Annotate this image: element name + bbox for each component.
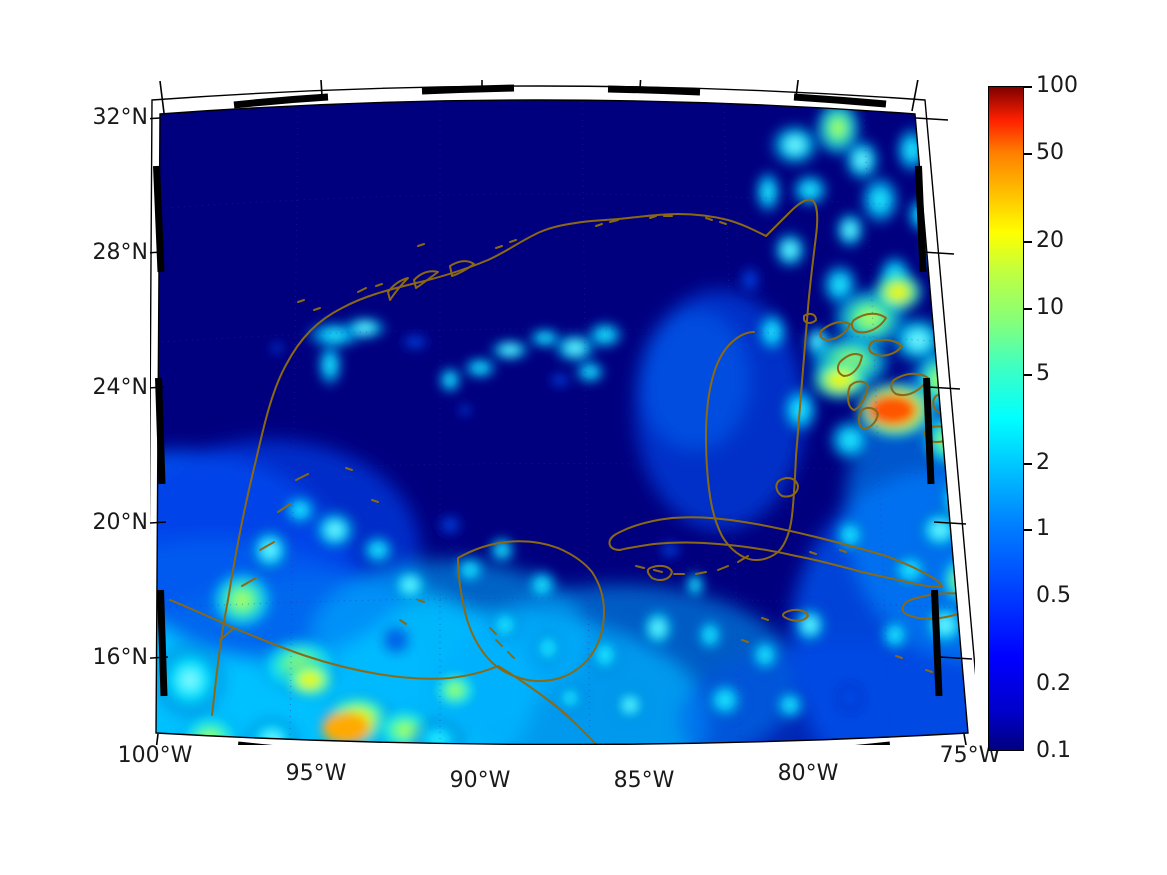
colorbar-tick-5 — [1024, 374, 1032, 377]
coastline-lake-okeechobee — [775, 477, 799, 498]
lat-label-28n: 28°N — [92, 240, 148, 265]
lon-label-85w: 85°W — [613, 768, 675, 793]
coastline-us-gulf — [211, 213, 767, 716]
lat-label-20n: 20°N — [92, 510, 148, 535]
coastline-cuba — [608, 516, 943, 588]
coastline-layer — [169, 198, 968, 745]
raster-layer — [156, 100, 968, 745]
map-canvas — [150, 80, 975, 745]
colorbar-label-20: 20 — [1036, 227, 1064, 253]
coastline-texas-detail — [219, 473, 309, 641]
colorbar-tick-20 — [1024, 240, 1032, 243]
colorbar-label-1: 1 — [1036, 516, 1050, 542]
map-plot-area[interactable] — [150, 80, 975, 745]
frame-tick-bars — [153, 84, 943, 745]
lat-label-16n: 16°N — [92, 645, 148, 670]
colorbar-label-01: 0.1 — [1036, 738, 1071, 763]
coastline-belize-islands — [489, 627, 515, 659]
lat-label-32n: 32°N — [92, 105, 148, 130]
colorbar-tick-1 — [1024, 529, 1032, 532]
coastline-florida-keys — [635, 555, 749, 575]
coastline-jamaica — [782, 608, 809, 622]
raster-cells-central-gulf — [268, 314, 627, 418]
colorbar-label-100: 100 — [1036, 73, 1078, 98]
coastline-isla-juventud — [646, 564, 673, 581]
colorbar[interactable]: 100 50 20 10 5 2 1 0.5 0.2 0.1 — [988, 75, 1078, 762]
colorbar-label-5: 5 — [1036, 361, 1050, 387]
raster-cells-southwest-coast — [156, 492, 560, 745]
coastline-yucatan — [457, 540, 605, 682]
colorbar-tick-2 — [1024, 462, 1032, 465]
lon-label-95w: 95°W — [285, 761, 347, 786]
coastline-mexico-south — [169, 599, 499, 680]
colorbar-label-50: 50 — [1036, 139, 1064, 165]
coastline-small-islands — [297, 215, 933, 673]
coastline-louisiana-delta — [387, 260, 475, 301]
lon-label-100w: 100°W — [117, 743, 193, 768]
frame-ticks — [150, 80, 973, 745]
map-frame — [150, 85, 975, 745]
colorbar-label-05: 0.5 — [1036, 583, 1071, 609]
colorbar-label-10: 10 — [1036, 294, 1064, 320]
lat-label-24n: 24°N — [92, 375, 148, 400]
graticule — [157, 100, 965, 745]
lon-label-90w: 90°W — [449, 768, 511, 793]
coastline-central-america — [497, 665, 603, 745]
colorbar-tick-100 — [1024, 86, 1032, 88]
raster-cells-bahamas — [778, 268, 968, 536]
lon-label-80w: 80°W — [777, 761, 839, 786]
colorbar-tick-10 — [1024, 307, 1032, 310]
lon-label-75w: 75°W — [939, 743, 1001, 768]
colorbar-gradient — [988, 86, 1024, 751]
colorbar-label-2: 2 — [1036, 449, 1050, 475]
colorbar-tick-50 — [1024, 152, 1032, 155]
colorbar-label-02: 0.2 — [1036, 671, 1071, 697]
